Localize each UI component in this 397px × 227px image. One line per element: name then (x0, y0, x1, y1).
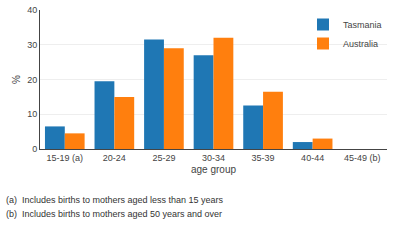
svg-text:%: % (11, 75, 22, 84)
svg-text:20-24: 20-24 (103, 153, 126, 163)
svg-text:35-39: 35-39 (252, 153, 275, 163)
svg-text:20: 20 (27, 75, 37, 85)
svg-text:15-19 (a): 15-19 (a) (47, 153, 84, 163)
svg-text:25-29: 25-29 (152, 153, 175, 163)
svg-text:30: 30 (27, 40, 37, 50)
svg-text:(a) Includes births to mother: (a) Includes births to mothers aged less… (6, 195, 224, 205)
svg-text:40-44: 40-44 (301, 153, 324, 163)
svg-text:30-34: 30-34 (202, 153, 225, 163)
svg-text:45-49 (b): 45-49 (b) (344, 153, 381, 163)
svg-text:10: 10 (27, 109, 37, 119)
svg-text:0: 0 (32, 144, 37, 154)
svg-text:Australia: Australia (343, 39, 378, 49)
svg-text:40: 40 (27, 5, 37, 15)
svg-text:(b) Includes births to mother: (b) Includes births to mothers aged 50 y… (6, 209, 222, 219)
svg-text:Tasmania: Tasmania (343, 20, 382, 30)
svg-text:age group: age group (191, 164, 236, 175)
